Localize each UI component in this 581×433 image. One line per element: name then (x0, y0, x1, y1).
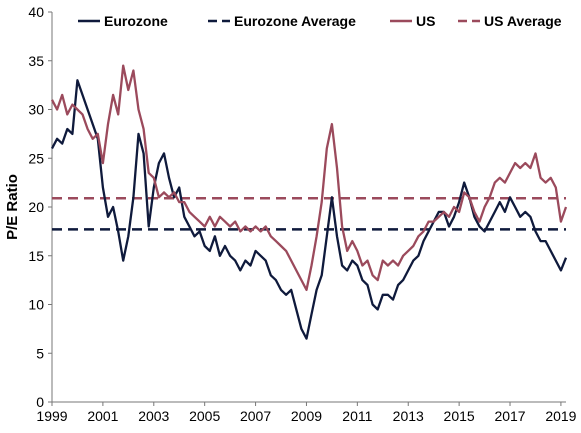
x-tick-label: 2007 (240, 408, 271, 424)
legend-item-us-average: US Average (458, 13, 562, 29)
legend-label: Eurozone (104, 13, 168, 29)
axes: 0 5 10 15 20 25 30 35 40 1999 2001 2003 2005 2007 2009… (28, 4, 576, 424)
x-tick-label: 2003 (138, 408, 169, 424)
x-tick-label: 2017 (494, 408, 525, 424)
legend-label: Eurozone Average (234, 13, 356, 29)
eurozone-line (50, 79, 568, 340)
y-tick-label: 40 (28, 4, 44, 20)
y-tick-label: 5 (36, 345, 44, 361)
y-tick-label: 15 (28, 248, 44, 264)
legend-item-us: US (390, 13, 435, 29)
legend-label: US (416, 13, 435, 29)
x-tick-label: 1999 (36, 408, 67, 424)
y-tick-label: 30 (28, 102, 44, 118)
y-tick-label: 35 (28, 53, 44, 69)
legend-label: US Average (484, 13, 562, 29)
x-tick-label: 2009 (291, 408, 322, 424)
legend-item-eurozone-average: Eurozone Average (208, 13, 356, 29)
series-layer (50, 64, 568, 340)
x-tick-label: 2005 (189, 408, 220, 424)
x-tick-label: 2011 (342, 408, 372, 424)
y-tick-label: 25 (28, 150, 44, 166)
legend-item-eurozone: Eurozone (78, 13, 168, 29)
y-tick-label: 0 (36, 394, 44, 410)
x-tick-label: 2019 (545, 408, 576, 424)
y-tick-label: 10 (28, 297, 44, 313)
x-tick-label: 2001 (87, 408, 118, 424)
x-tick-label: 2015 (444, 408, 475, 424)
x-tick-label: 2013 (393, 408, 424, 424)
y-tick-label: 20 (28, 199, 44, 215)
us-line (50, 64, 568, 292)
y-axis-label: P/E Ratio (4, 174, 21, 240)
legend: Eurozone Eurozone Average US US Average (78, 13, 562, 29)
